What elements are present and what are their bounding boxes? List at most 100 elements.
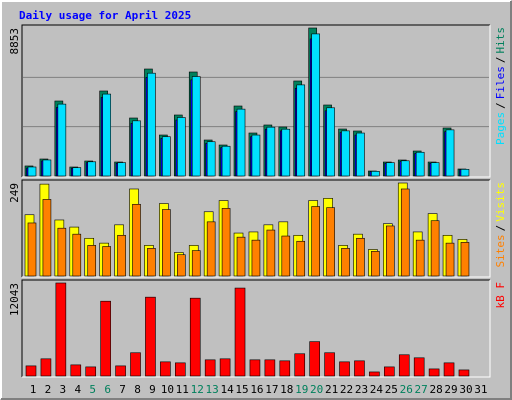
x-tick-label: 1 [30, 383, 37, 396]
bar [236, 108, 246, 177]
bar [460, 169, 470, 177]
x-tick-label: 19 [295, 383, 308, 396]
bar [85, 366, 97, 377]
x-tick-label: 27 [415, 383, 428, 396]
legend-separator: / [494, 102, 507, 109]
x-tick-label: 29 [444, 383, 457, 396]
bar [430, 220, 440, 277]
bar [189, 297, 201, 377]
bar [132, 120, 141, 177]
bar [386, 162, 395, 177]
bar [87, 161, 97, 177]
bar [326, 107, 335, 177]
bar [87, 245, 97, 277]
bar [371, 171, 380, 177]
bar [413, 357, 425, 377]
bar [384, 366, 395, 377]
bar [177, 254, 186, 277]
bar [132, 203, 141, 277]
bar [458, 369, 470, 377]
bar [400, 188, 410, 277]
bar [264, 359, 276, 377]
x-tick-label: 30 [459, 383, 472, 396]
panel-border-light [22, 180, 491, 278]
y-tick-label: 12043 [8, 283, 21, 316]
bar [296, 240, 306, 277]
x-tick-label: 11 [176, 383, 189, 396]
bar [341, 248, 350, 277]
bar [341, 130, 350, 177]
x-tick-label: 8 [134, 383, 141, 396]
bar [251, 239, 261, 277]
legend-entry: Files [494, 66, 507, 99]
bar [236, 236, 246, 277]
x-tick-label: 13 [206, 383, 219, 396]
bar [251, 134, 261, 177]
x-tick-label: 5 [89, 383, 96, 396]
bar [72, 233, 82, 277]
bar [145, 296, 156, 377]
legend-entry: Hits [494, 27, 507, 54]
bar [160, 361, 171, 377]
bar [42, 199, 52, 277]
bar [206, 141, 216, 177]
bar [177, 117, 186, 177]
bar [428, 368, 440, 377]
bar [147, 72, 156, 177]
bar [249, 359, 261, 377]
bar [356, 237, 365, 277]
panel-border-dark [21, 179, 490, 277]
bar [25, 365, 37, 377]
legend-separator: / [494, 225, 507, 232]
bar [266, 229, 276, 277]
bar [311, 206, 320, 277]
bar [281, 235, 291, 277]
bar [326, 207, 335, 277]
legend: kB F [494, 282, 507, 309]
bar [354, 360, 365, 377]
bar [42, 159, 52, 177]
legend-entry: Pages [494, 112, 507, 145]
x-tick-label: 6 [104, 383, 111, 396]
x-tick-label: 15 [235, 383, 248, 396]
bar [162, 209, 171, 277]
legend: Pages / Files / Hits [494, 27, 507, 145]
x-tick-label: 7 [119, 383, 126, 396]
bar [102, 93, 111, 177]
x-tick-label: 14 [220, 383, 234, 396]
bar [191, 76, 201, 177]
bar [130, 352, 141, 377]
bar [72, 167, 82, 177]
bar [191, 250, 201, 277]
bar [309, 341, 320, 377]
bar [221, 208, 231, 277]
x-tick-label: 22 [340, 383, 353, 396]
legend-entry: Visits [494, 182, 507, 222]
bar [445, 129, 455, 177]
bar [311, 33, 320, 177]
x-tick-label: 28 [429, 383, 442, 396]
bar [117, 162, 126, 177]
x-tick-label: 16 [250, 383, 263, 396]
x-tick-label: 25 [385, 383, 398, 396]
x-tick-label: 10 [161, 383, 174, 396]
x-tick-label: 20 [310, 383, 323, 396]
panel-border-dark [21, 24, 490, 177]
legend-separator: / [494, 57, 507, 64]
bar [460, 242, 470, 277]
bar [386, 225, 395, 277]
bar [55, 282, 67, 377]
bar [221, 145, 231, 177]
legend-entry: Sites [494, 234, 507, 267]
y-tick-label: 249 [8, 183, 21, 203]
bar [430, 162, 440, 177]
chart-title: Daily usage for April 2025 [19, 9, 191, 22]
panel-border-dark [21, 279, 490, 377]
x-tick-label: 17 [265, 383, 278, 396]
x-tick-label: 21 [325, 383, 338, 396]
bar [219, 358, 231, 377]
bar [234, 287, 246, 377]
bar [175, 362, 186, 377]
